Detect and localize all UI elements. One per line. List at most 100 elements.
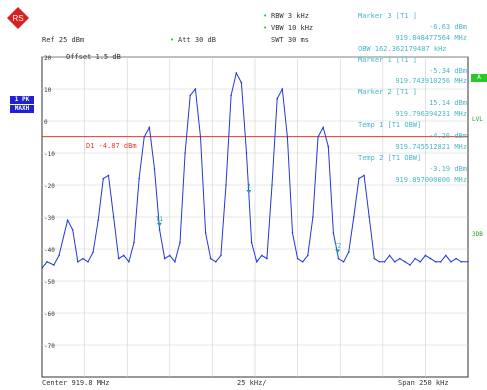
trace-point [296, 257, 299, 260]
trace-point [199, 136, 202, 138]
trace-point [399, 257, 401, 260]
trace-point [271, 184, 273, 186]
trace-point [373, 257, 376, 260]
trace-point [66, 219, 69, 221]
svg-text:RS: RS [12, 14, 23, 23]
trace-point [467, 261, 469, 263]
span-label: Span 250 kHz [398, 379, 449, 387]
trace-point [266, 257, 268, 260]
trace-point [250, 241, 253, 244]
y-tick-label: -70 [44, 343, 55, 350]
trace-point [255, 261, 258, 263]
att-marker-dot: • [170, 36, 175, 44]
trace-point [450, 261, 452, 263]
marker-readout-line: OBW 162.362179487 kHz [358, 44, 447, 53]
trace-point [143, 136, 146, 138]
trace-point [41, 267, 43, 270]
trace-marker-triangle [246, 189, 252, 194]
y-tick-label: 20 [44, 55, 52, 62]
swt-label: SWT 30 ms [271, 36, 309, 44]
marker-readout-line: 15.14 dBm [429, 99, 467, 108]
rbw-marker-dot: • [263, 12, 268, 20]
trace-point [97, 219, 100, 221]
trace-point [82, 257, 84, 260]
marker-readout-line: 919.745512821 MHz [395, 142, 467, 151]
trace-point [424, 254, 427, 257]
trace-point [409, 264, 411, 266]
trace-point [148, 126, 151, 129]
trace-point [419, 261, 422, 263]
marker-readout-line: 919.743910256 MHz [395, 77, 467, 86]
trace-point [235, 72, 238, 74]
trace-markers: T1 2 T2 [156, 183, 342, 254]
trace-point [179, 241, 181, 244]
trace-point [128, 261, 130, 263]
trace-point [58, 254, 60, 257]
trace-point [117, 257, 120, 260]
marker-readout-line: Marker 2 [T1 ] [358, 88, 418, 97]
trace-point [281, 88, 284, 90]
trace-point [189, 94, 192, 97]
y-tick-label: -20 [44, 183, 55, 190]
trace-point [353, 216, 355, 218]
plot-grid [42, 56, 468, 377]
trace-point [209, 257, 212, 260]
trace-point [138, 177, 140, 180]
trace-marker-label: T2 [334, 242, 342, 249]
trace-point [388, 254, 391, 257]
trace-point [439, 261, 442, 263]
marker-readout-line: Marker 1 [T1 ] [358, 55, 418, 64]
display-line-label: D1 -4.87 dBm [86, 142, 137, 150]
detector-badge: MAXH [10, 105, 34, 113]
trace-point [225, 184, 227, 186]
trace-point [434, 261, 437, 263]
trace-point [220, 254, 222, 257]
trace-point [342, 261, 345, 263]
rbw-label: RBW 3 kHz [271, 12, 309, 20]
trace-point [445, 254, 447, 257]
trace-point [76, 261, 79, 263]
marker-readout-line: -4.26 dBm [429, 131, 467, 140]
trace-point [307, 254, 309, 257]
trace-point [133, 241, 135, 244]
trace-point [107, 174, 110, 177]
vbw-label: VBW 10 kHz [271, 24, 314, 32]
trace-point [378, 261, 381, 263]
y-tick-label: -60 [44, 311, 55, 318]
y-tick-label: -40 [44, 247, 55, 254]
trace-point [204, 232, 207, 234]
trace-point [455, 257, 457, 260]
trace-point [240, 81, 243, 84]
y-tick-labels: 20 10 0 -10 -20 -30 -40 -50 -60 -70 [44, 55, 55, 350]
trace-point [358, 177, 360, 180]
trace-point [368, 216, 370, 218]
trace-point [429, 257, 432, 260]
trace-mode-badge: 1 PK [10, 96, 34, 104]
trace-point [312, 216, 314, 218]
rohde-schwarz-logo-icon: RS [6, 6, 30, 30]
marker-readout-line: 919.848477564 MHz [395, 33, 467, 42]
trace-point [414, 257, 416, 260]
marker-readout-line: Temp 2 [T1 OBW] [358, 153, 422, 162]
marker-readout-line: 919.897000000 MHz [395, 175, 467, 184]
trace-point [347, 251, 350, 253]
trace-point [337, 257, 340, 260]
lvl-label: LVL [472, 116, 483, 123]
trace-point [230, 94, 232, 97]
span-per-div-label: 25 kHz/ [237, 379, 267, 387]
trace-point [460, 261, 462, 263]
marker-readout-line: -5.34 dBm [429, 66, 467, 75]
y-tick-label: -10 [44, 151, 55, 158]
marker-readout-line: -6.63 dBm [429, 22, 467, 31]
offset-label: Offset 1.5 dB [66, 53, 121, 61]
trace-point [393, 261, 396, 263]
trace-point [184, 152, 186, 154]
trace-a-badge: A [471, 74, 487, 82]
trace-point [383, 261, 386, 263]
trace-point [363, 174, 365, 177]
trace-marker-label: T1 [156, 216, 164, 223]
trace-point [153, 168, 156, 170]
trace-point [317, 136, 319, 138]
trace-point [327, 145, 330, 148]
